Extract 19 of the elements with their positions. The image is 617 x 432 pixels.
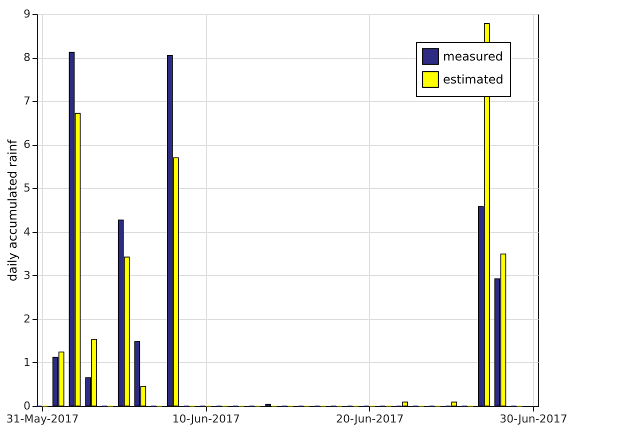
x-tick-label: 10-Jun-2017: [172, 412, 240, 426]
x-tick-label: 20-Jun-2017: [336, 412, 404, 426]
y-axis-title: daily accumulated rainf: [6, 138, 20, 282]
y-tick-label: 8: [24, 51, 30, 64]
x-tick-label: 31-May-2017: [6, 412, 79, 426]
legend-label: estimated: [443, 72, 504, 86]
x-tick-label: 30-Jun-2017: [500, 412, 568, 426]
y-tick-label: 0: [24, 400, 30, 412]
y-tick-label: 4: [24, 225, 30, 238]
y-tick-label: 3: [24, 268, 30, 282]
y-tick-label: 6: [24, 138, 30, 152]
bar: [402, 402, 408, 406]
y-tick-label: 7: [24, 94, 30, 108]
legend-label: measured: [443, 50, 503, 64]
y-tick-label: 2: [24, 312, 30, 326]
bar: [451, 402, 458, 406]
y-tick-label: 5: [24, 182, 30, 195]
y-tick-label: 9: [24, 8, 30, 20]
y-tick-label: 1: [24, 356, 30, 369]
